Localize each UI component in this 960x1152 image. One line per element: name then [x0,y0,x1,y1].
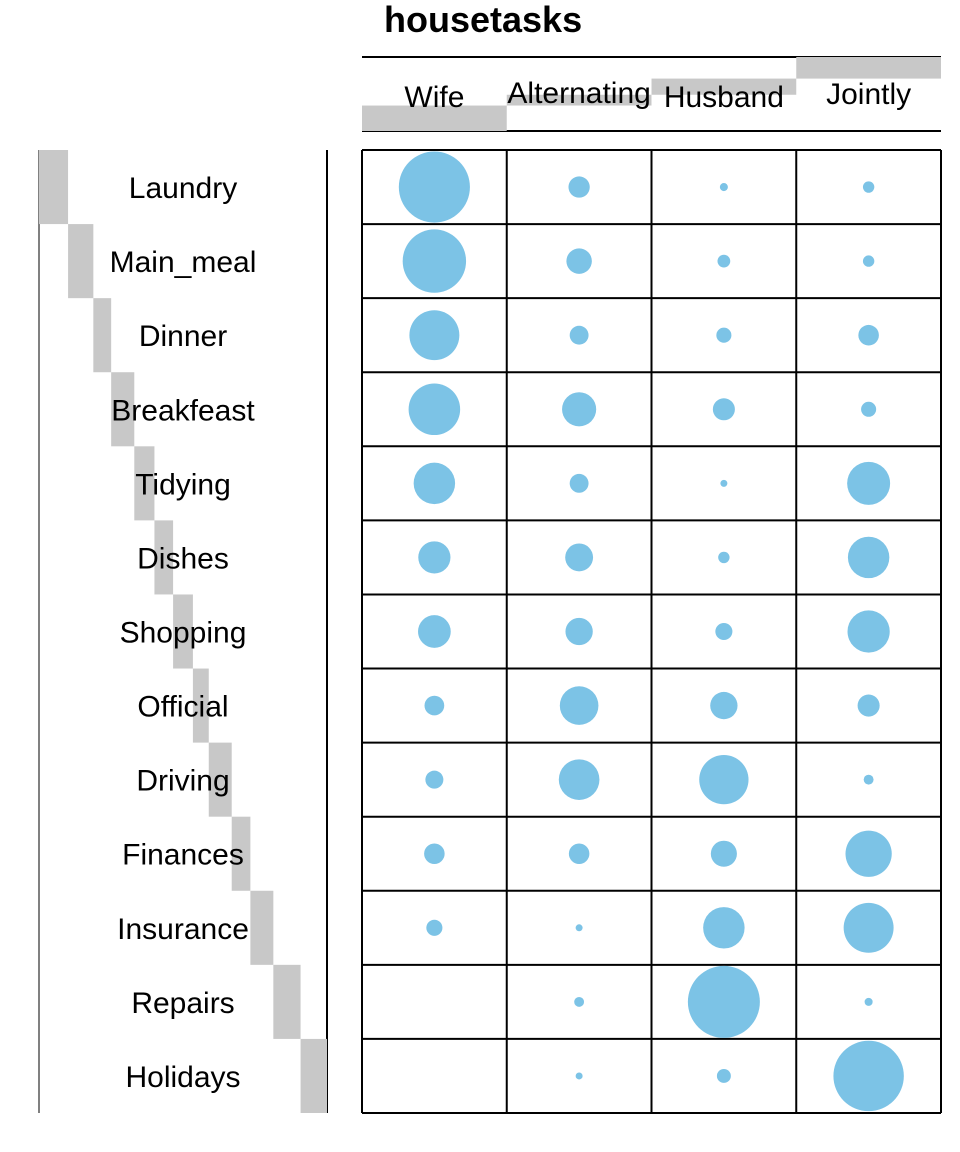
balloon-point [565,617,593,646]
balloon-point [833,1040,904,1112]
balloon-point [424,843,445,864]
column-labels: Wife Alternating Husband Jointly [404,77,911,114]
row-margin-bar [208,742,232,817]
column-margin-bar [362,105,507,131]
row-label: Dishes [137,542,229,575]
column-margin-bar [796,57,941,79]
balloon-point [426,919,443,936]
row-margin-bars [39,150,327,1113]
row-margin-bar [273,964,301,1039]
row-margin-bar [300,1038,327,1113]
balloon-point [409,310,460,361]
balloon-point [861,401,877,417]
row-label: Driving [136,765,229,798]
row-margin-bar [154,520,174,595]
balloons [398,151,904,1112]
balloon-point [568,176,590,198]
balloon-point [858,324,879,346]
chart-title: housetasks [384,0,582,40]
row-margin-bar [250,890,274,965]
balloon-point [862,181,875,193]
balloon-point [716,327,732,343]
balloon-point [715,622,733,641]
balloon-point [716,1068,731,1083]
balloon-point [398,151,470,223]
balloon-point [862,255,875,267]
row-margin-bar [192,668,209,743]
balloon-point [712,398,735,421]
column-margin-bar [651,78,797,95]
column-label: Wife [404,81,464,114]
balloon-point [558,759,600,800]
row-labels: Laundry Main_meal Dinner Breakfeast Tidying D… [110,172,257,1094]
column-margin-bars [362,57,941,131]
row-margin-bar [173,594,193,669]
balloon-point [703,907,745,949]
balloon-point [568,843,590,864]
balloon-point [402,229,467,293]
column-margin-bar [506,94,652,106]
balloon-point [710,840,737,867]
balloon-point [864,997,873,1006]
balloon-point [559,686,599,725]
row-margin-bar [39,150,69,225]
row-label: Dinner [139,320,227,353]
column-label: Husband [664,81,784,114]
balloon-point [718,551,730,564]
balloon-point [418,615,451,648]
row-margin-bar [93,298,112,373]
balloon-point [843,902,894,953]
column-label: Alternating [507,77,650,110]
row-label: Main_meal [110,246,257,279]
row-label: Repairs [131,987,234,1020]
row-label: Breakfeast [111,394,255,427]
balloon-point [566,248,592,274]
balloon-point [424,695,445,716]
balloon-point [413,462,456,505]
balloon-point [418,541,451,574]
row-label: Tidying [135,468,231,501]
balloon-point [575,924,583,932]
balloon-point [687,965,760,1038]
balloon-point [569,473,589,493]
balloon-point [699,755,749,805]
table-grid [361,149,942,1114]
row-label: Finances [122,839,244,872]
row-margin-bar [111,372,135,447]
balloon-point [569,325,589,345]
balloon-point [847,461,891,505]
row-margin-bar [134,446,155,521]
balloon-point [847,610,890,653]
balloon-point [717,254,731,268]
balloon-point [575,1072,583,1080]
balloon-point [565,543,594,572]
balloon-point [710,691,738,720]
column-label: Jointly [826,78,911,111]
row-label: Insurance [117,913,249,946]
balloon-point [425,770,444,789]
row-label: Holidays [125,1061,240,1094]
balloon-point [408,383,461,436]
balloon-point [562,392,597,427]
row-label: Laundry [129,172,237,205]
balloon-point [574,996,585,1007]
balloon-point [847,536,890,579]
row-label: Shopping [120,617,247,650]
balloon-point [863,774,874,785]
row-label: Official [137,691,228,724]
balloon-point [719,183,728,192]
row-margin-bar [68,224,94,299]
balloon-point [720,479,728,487]
balloon-point [845,830,892,877]
balloon-point [857,694,880,717]
row-margin-bar [231,816,251,891]
